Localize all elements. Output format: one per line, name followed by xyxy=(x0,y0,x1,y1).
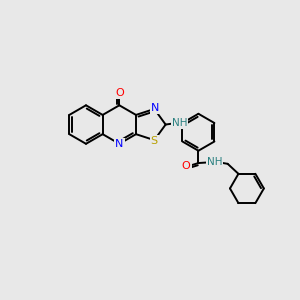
Text: O: O xyxy=(182,161,190,171)
Text: N: N xyxy=(151,103,159,113)
Text: NH: NH xyxy=(172,118,187,128)
Text: NH: NH xyxy=(207,157,222,167)
Text: S: S xyxy=(151,136,158,146)
Text: N: N xyxy=(115,139,124,149)
Text: O: O xyxy=(115,88,124,98)
